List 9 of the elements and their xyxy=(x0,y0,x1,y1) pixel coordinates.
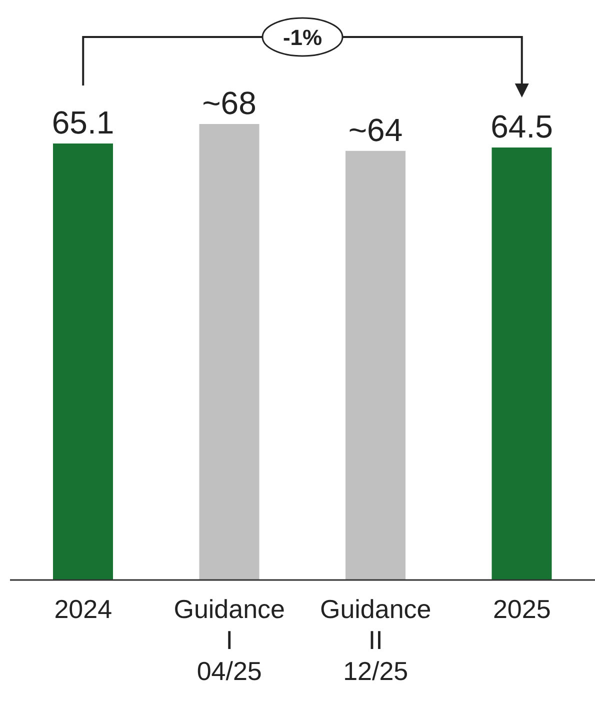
x-tick-label: Guidance I 04/25 xyxy=(174,594,286,686)
text: -1% xyxy=(282,25,322,50)
data-label: ~68 xyxy=(202,85,256,121)
x-tick-label: 2025 xyxy=(492,594,551,624)
data-label: ~64 xyxy=(348,112,403,148)
x-tick-label: 2024 xyxy=(54,594,112,624)
data-label: 64.5 xyxy=(490,108,553,144)
x-tick-label: Guidance II 12/25 xyxy=(320,594,432,686)
data-label: 65.1 xyxy=(52,104,114,140)
